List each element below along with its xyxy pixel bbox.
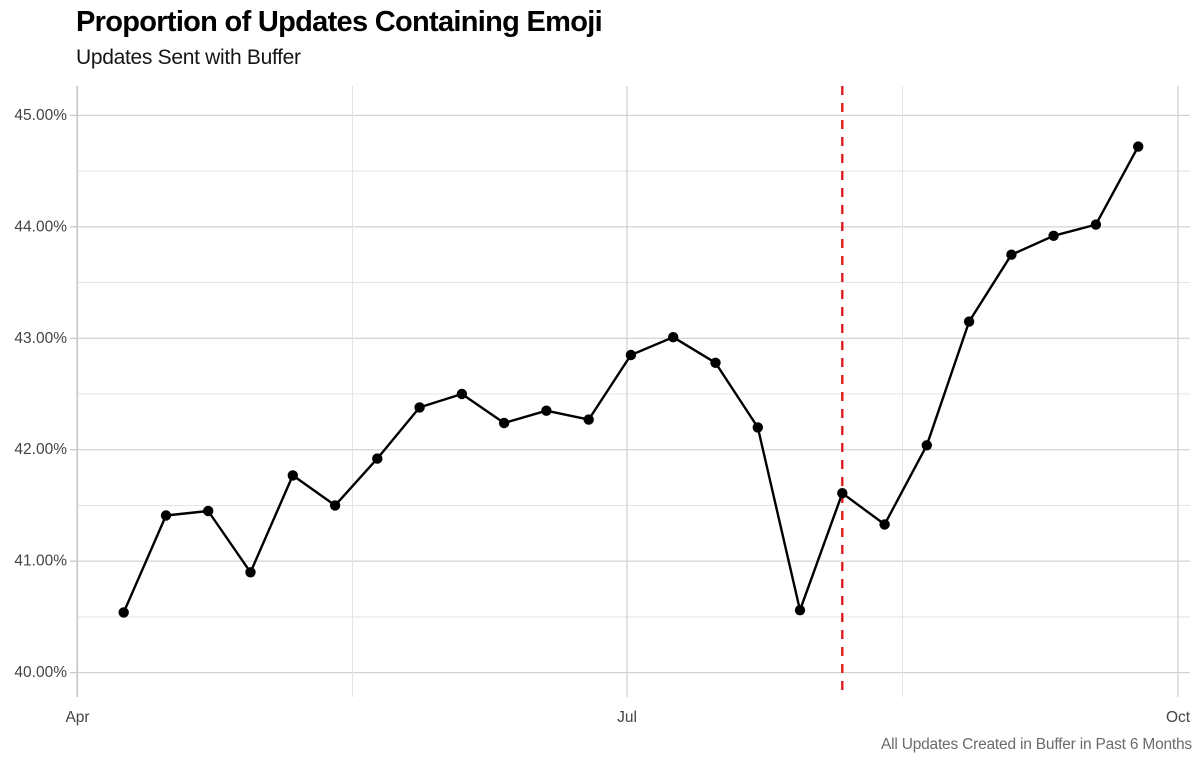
x-tick-label: Jul [617,709,637,726]
data-point [456,388,468,400]
trend-line [122,145,1140,614]
chart-title: Proportion of Updates Containing Emoji [76,6,603,38]
data-point [710,357,721,368]
data-point [160,510,172,521]
y-tick-label: 40.00% [14,664,67,681]
y-tick-label: 45.00% [14,107,67,124]
data-point [879,519,890,530]
data-point [1048,230,1059,241]
chart-caption: All Updates Created in Buffer in Past 6 … [880,736,1192,753]
data-point [921,440,932,451]
data-point [837,488,848,499]
data-point [625,349,637,361]
data-point [414,402,425,413]
y-tick-label: 43.00% [14,330,67,347]
data-point [118,607,129,618]
data-point [287,470,298,481]
data-point [668,332,679,343]
data-point [752,422,763,433]
data-point [329,500,341,511]
y-tick-label: 42.00% [14,441,67,458]
x-tick-label: Apr [65,709,89,726]
data-point [372,453,383,464]
data-point [1006,249,1017,260]
chart-subtitle: Updates Sent with Buffer [76,46,301,69]
data-point [963,316,975,327]
y-tick-label: 41.00% [14,553,67,570]
data-point [498,417,510,429]
data-point [245,567,256,578]
data-point [1090,219,1102,230]
data-point [541,405,552,416]
x-tick-label: Oct [1166,709,1191,726]
data-point [794,605,806,616]
y-tick-label: 44.00% [14,218,67,235]
data-point [203,505,214,517]
data-point [583,414,594,425]
data-point [1133,141,1144,152]
